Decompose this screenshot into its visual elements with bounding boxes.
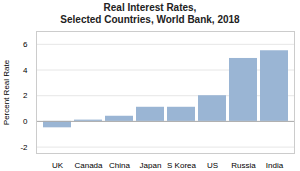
- svg-text:2: 2: [23, 91, 28, 100]
- svg-text:4: 4: [23, 66, 28, 75]
- svg-text:6: 6: [23, 40, 28, 49]
- svg-text:Canada: Canada: [74, 161, 103, 169]
- svg-text:Percent Real Rate: Percent Real Rate: [2, 59, 11, 125]
- html-text:Real Interest Rates, Selected: Real Interest Rates, Selected Countries,…: [60, 2, 240, 25]
- svg-text:UK: UK: [52, 161, 64, 169]
- svg-text:Japan: Japan: [140, 161, 162, 169]
- svg-text:US: US: [207, 161, 218, 169]
- svg-text:S Korea: S Korea: [167, 161, 196, 169]
- svg-text:India: India: [266, 161, 284, 169]
- svg-text:0: 0: [23, 117, 28, 126]
- svg-text:Russia: Russia: [231, 161, 256, 169]
- svg-text:-2: -2: [20, 143, 28, 152]
- svg-text:China: China: [109, 161, 130, 169]
